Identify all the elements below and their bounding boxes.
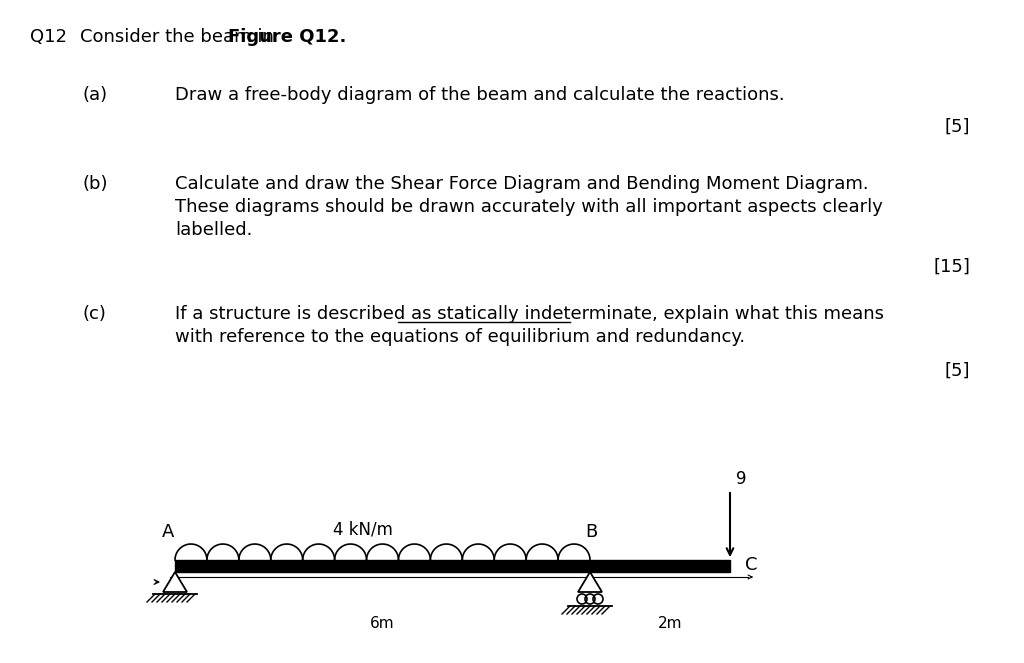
- Text: Q12: Q12: [30, 28, 67, 46]
- Text: If a structure is described as statically indeterminate, explain what this means: If a structure is described as staticall…: [175, 305, 884, 323]
- Text: 6m: 6m: [371, 616, 395, 631]
- Text: C: C: [745, 556, 758, 574]
- Text: Calculate and draw the Shear Force Diagram and Bending Moment Diagram.: Calculate and draw the Shear Force Diagr…: [175, 175, 868, 193]
- Bar: [175, 560, 730, 572]
- Text: 9: 9: [736, 470, 746, 488]
- Text: with reference to the equations of equilibrium and redundancy.: with reference to the equations of equil…: [175, 328, 745, 346]
- Text: 4 kN/m: 4 kN/m: [333, 520, 392, 538]
- Text: labelled.: labelled.: [175, 221, 252, 239]
- Text: These diagrams should be drawn accurately with all important aspects clearly: These diagrams should be drawn accuratel…: [175, 198, 883, 216]
- Polygon shape: [163, 572, 187, 592]
- Text: (b): (b): [82, 175, 108, 193]
- Text: [5]: [5]: [944, 362, 970, 380]
- Text: Consider the beam in: Consider the beam in: [80, 28, 280, 46]
- Polygon shape: [578, 572, 602, 592]
- Text: 2m: 2m: [657, 616, 682, 631]
- Text: (a): (a): [82, 86, 108, 104]
- Text: [15]: [15]: [933, 258, 970, 276]
- Text: A: A: [162, 523, 174, 541]
- Text: Figure Q12.: Figure Q12.: [228, 28, 346, 46]
- Text: Draw a free-body diagram of the beam and calculate the reactions.: Draw a free-body diagram of the beam and…: [175, 86, 784, 104]
- Text: [5]: [5]: [944, 118, 970, 136]
- Text: B: B: [585, 523, 597, 541]
- Text: (c): (c): [82, 305, 105, 323]
